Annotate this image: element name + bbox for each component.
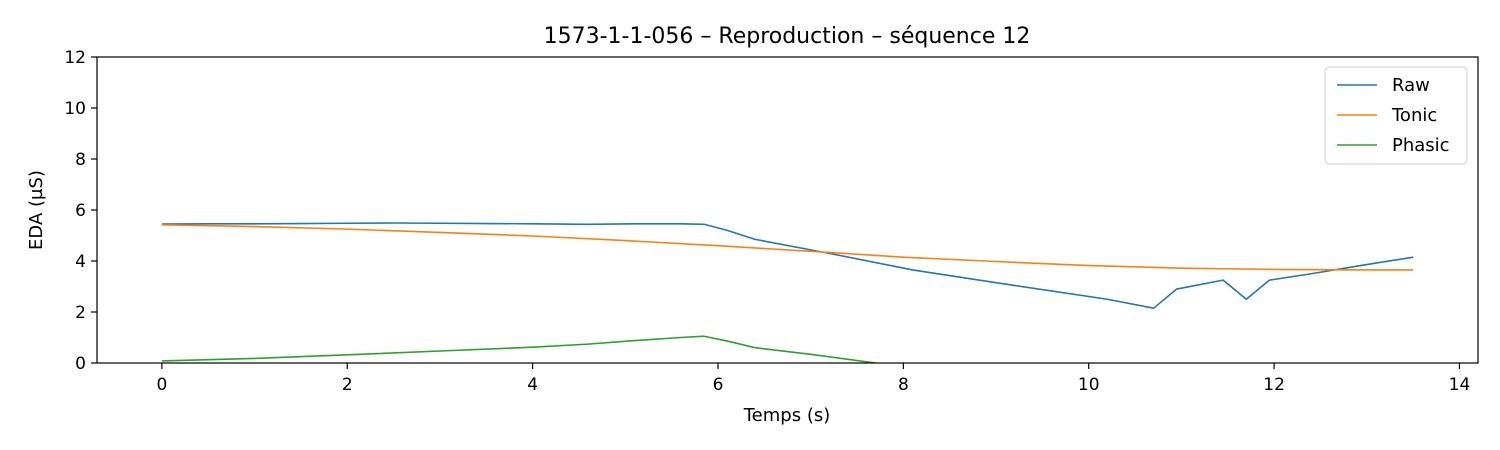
y-tick-label: 10: [64, 99, 86, 119]
legend-label-raw: Raw: [1392, 75, 1430, 96]
x-axis-label: Temps (s): [743, 405, 831, 426]
series-line-phasic: [161, 335, 876, 363]
y-axis-ticks: 0 2 4 6 8 10 12: [64, 48, 97, 374]
x-tick-label: 12: [1263, 375, 1285, 395]
y-tick-label: 2: [75, 303, 86, 323]
y-tick-label: 6: [75, 201, 86, 221]
x-tick-label: 0: [156, 375, 167, 395]
x-tick-label: 14: [1449, 375, 1471, 395]
legend-label-phasic: Phasic: [1392, 135, 1450, 156]
series-line-tonic: [161, 223, 1414, 271]
y-tick-label: 0: [75, 354, 86, 374]
y-tick-label: 8: [75, 150, 86, 170]
x-axis-ticks: 0 2 4 6 8 10 12 14: [156, 363, 1470, 395]
x-tick-label: 4: [527, 375, 538, 395]
y-tick-label: 12: [64, 48, 86, 68]
x-tick-label: 10: [1078, 375, 1100, 395]
y-axis-label: EDA (µS): [26, 170, 47, 250]
y-tick-label: 4: [75, 252, 86, 272]
chart-title: 1573-1-1-056 – Reproduction – séquence 1…: [544, 24, 1031, 49]
legend-box: [1324, 66, 1468, 165]
series-line-raw: [161, 222, 1414, 309]
plot-area: [161, 222, 1414, 363]
legend: Raw Tonic Phasic: [1324, 66, 1468, 165]
x-tick-label: 2: [342, 375, 353, 395]
x-tick-label: 8: [898, 375, 909, 395]
plot-frame: [96, 56, 1479, 364]
legend-label-tonic: Tonic: [1391, 105, 1437, 126]
x-tick-label: 6: [713, 375, 724, 395]
